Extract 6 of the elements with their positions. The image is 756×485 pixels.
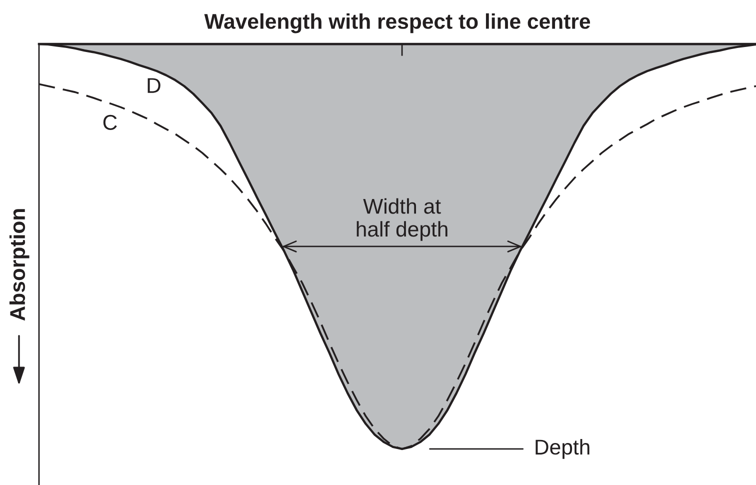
- annotation: Width at half depth: [356, 198, 448, 241]
- series-label: D: [148, 78, 160, 93]
- x-axis-title: Wavelength with respect to line centre: [204, 13, 590, 34]
- annotation: Depth: [536, 439, 590, 459]
- y-axis-title: Absorption: [9, 209, 30, 321]
- series-label: C: [103, 114, 117, 130]
